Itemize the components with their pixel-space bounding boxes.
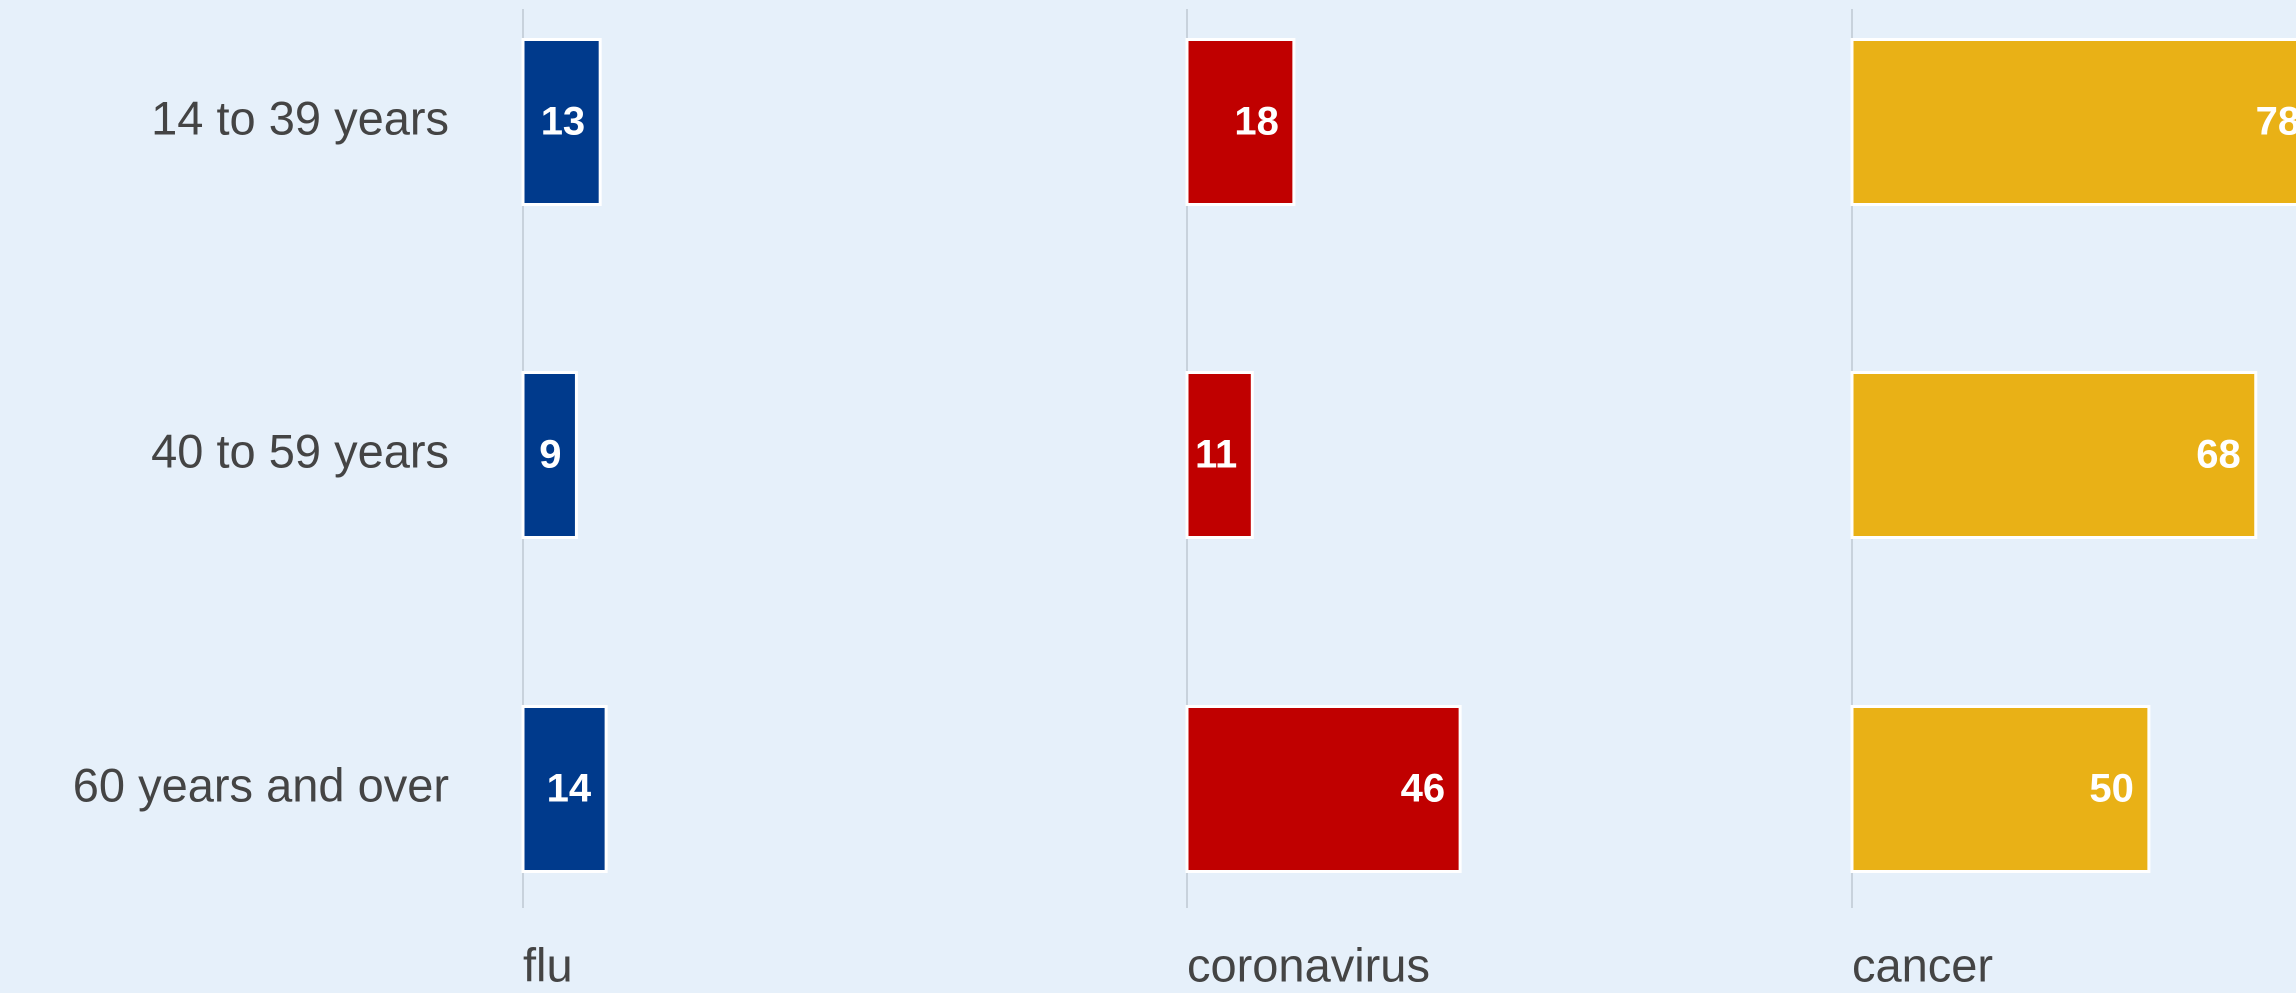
panel-label: coronavirus [1187,938,1430,991]
bar [1850,371,2258,539]
data-label: 14 [547,767,592,811]
bar [521,705,608,873]
bar [1850,705,2151,873]
data-label: 68 [2196,433,2241,477]
data-label: 46 [1401,767,1446,811]
bar [1850,38,2296,206]
data-label: 13 [541,100,586,144]
category-label: 14 to 39 years [151,91,449,144]
bar [521,38,602,206]
panel-label: cancer [1852,938,1993,991]
category-label: 60 years and over [73,758,449,811]
data-label: 9 [539,433,561,477]
data-label: 18 [1234,100,1279,144]
bar [1185,705,1462,873]
bar [521,371,578,539]
panel-label: flu [523,938,573,991]
data-label: 78 [2256,100,2296,144]
bar [1185,38,1296,206]
category-label: 40 to 59 years [151,424,449,477]
data-label: 50 [2089,767,2134,811]
bar [1185,371,1254,539]
data-label: 11 [1195,433,1237,477]
